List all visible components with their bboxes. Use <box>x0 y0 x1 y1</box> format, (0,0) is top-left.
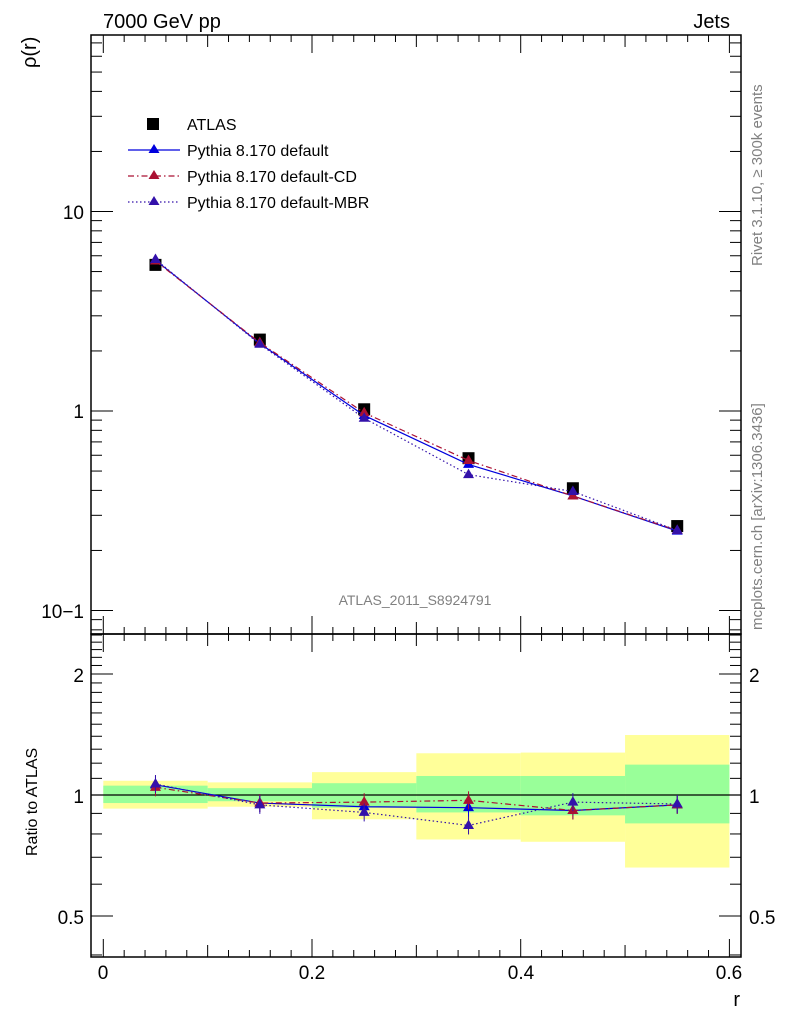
main-series-line-2 <box>155 260 678 531</box>
main-mc-point <box>463 454 475 464</box>
ratio-axis-ticks <box>91 634 741 957</box>
legend-label-atlas: ATLAS <box>187 117 237 134</box>
main-ytick-label-0.1: 10−1 <box>41 602 84 623</box>
ratio-mc-point <box>463 819 475 829</box>
ratio-mc-point <box>254 798 266 809</box>
legend-label-default-cd: Pythia 8.170 default-CD <box>187 169 357 186</box>
ratio-band-inner <box>625 764 730 824</box>
legend-marker-atlas <box>147 118 159 130</box>
main-ytick-label-1: 1 <box>73 402 84 423</box>
ratio-mc-point <box>671 797 683 808</box>
main-y-ticks <box>91 35 741 634</box>
ratio-ytick-label-2-left: 2 <box>73 666 84 687</box>
main-mc-point <box>358 406 370 417</box>
main-series-line-1 <box>155 259 678 532</box>
header-right: Jets <box>693 11 730 33</box>
main-series-line-3 <box>155 258 678 531</box>
ratio-mc-point <box>358 806 370 816</box>
mcplots-reference-label: mcplots.cern.ch [arXiv:1306.3436] <box>749 403 766 630</box>
main-mc-point <box>149 253 161 263</box>
ratio-series-line-2 <box>155 783 678 827</box>
legend-marker-default-mbr <box>148 196 160 205</box>
main-mc-point <box>358 412 370 422</box>
header-left: 7000 GeV pp <box>103 11 221 33</box>
ratio-series-layer <box>149 775 683 835</box>
ratio-mc-point <box>567 796 579 806</box>
xtick-label-0: 0 <box>98 963 109 984</box>
ratio-ytick-label-1-left: 1 <box>73 787 84 808</box>
ratio-ytick-label-2-right: 2 <box>749 666 760 687</box>
main-series-layer <box>149 253 684 535</box>
xtick-label-0.4: 0.4 <box>508 963 535 984</box>
main-ytick-label-10: 10 <box>63 203 84 224</box>
ratio-mc-point <box>463 794 475 804</box>
main-mc-point <box>671 524 683 534</box>
ratio-ytick-label-1-right: 1 <box>749 787 760 808</box>
ratio-plot-frame <box>90 633 742 958</box>
ratio-mc-point <box>149 778 161 788</box>
xtick-label-0.6: 0.6 <box>716 963 742 984</box>
legend-marker-default-cd <box>148 170 160 179</box>
main-mc-point <box>567 485 579 495</box>
rivet-version-label: Rivet 3.1.10, ≥ 300k events <box>749 84 766 266</box>
legend-label-default: Pythia 8.170 default <box>187 143 329 160</box>
legend-label-default-mbr: Pythia 8.170 default-MBR <box>187 195 369 212</box>
main-mc-point <box>463 468 475 479</box>
ratio-ylabel: Ratio to ATLAS <box>24 748 41 856</box>
ratio-ytick-label-0.5-right: 0.5 <box>749 908 775 929</box>
legend: ATLAS Pythia 8.170 default Pythia 8.170 … <box>128 117 369 212</box>
xlabel: r <box>733 989 740 1011</box>
ratio-series-line-1 <box>155 786 678 812</box>
xtick-label-0.2: 0.2 <box>299 963 325 984</box>
ratio-mc-point <box>358 796 370 806</box>
analysis-label: ATLAS_2011_S8924791 <box>339 592 492 608</box>
ratio-ytick-label-0.5-left: 0.5 <box>58 908 84 929</box>
legend-marker-default <box>148 144 160 153</box>
main-ylabel: ρ(r) <box>19 37 41 68</box>
main-mc-point <box>254 338 266 348</box>
